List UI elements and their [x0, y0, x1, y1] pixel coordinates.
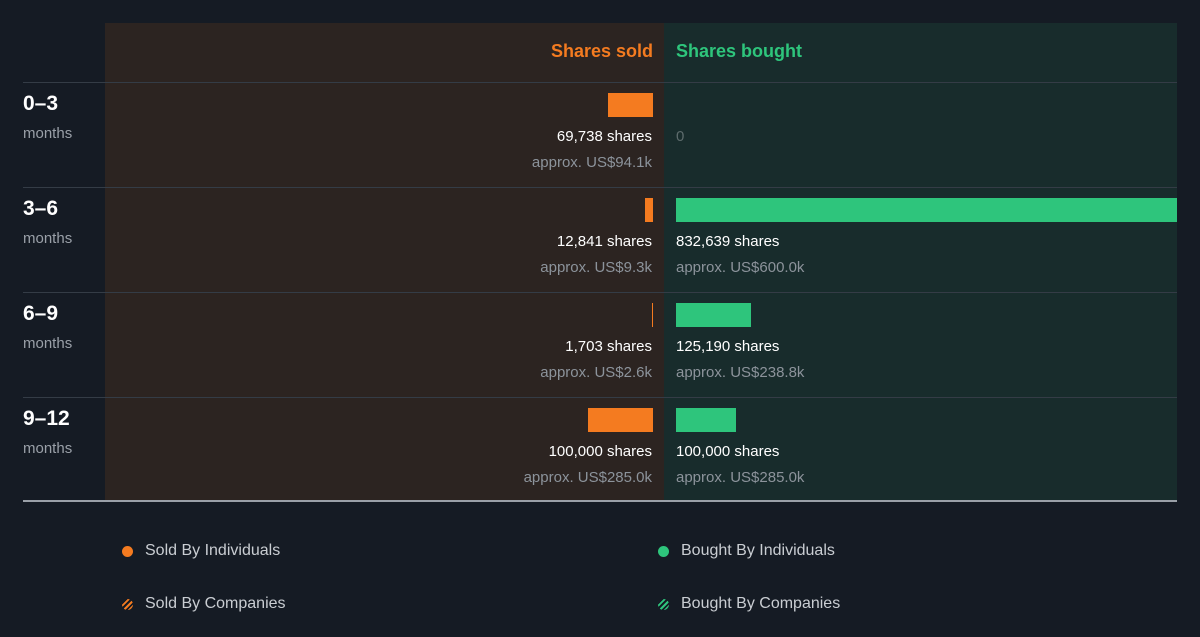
period-unit: months	[23, 440, 73, 457]
sold-panel	[105, 23, 664, 501]
bought-shares-label: 125,190 shares	[676, 338, 780, 355]
bought-shares-label: 0	[676, 128, 685, 145]
sold-bar	[652, 303, 653, 327]
bought-bar	[676, 198, 1177, 222]
legend-bought-individuals: Bought By Individuals	[658, 541, 835, 561]
legend-label: Sold By Companies	[145, 595, 286, 612]
legend-label: Bought By Individuals	[681, 542, 835, 559]
period-label: 3–6	[23, 197, 59, 220]
bought-value-label: approx. US$285.0k	[676, 469, 805, 486]
sold-shares-label: 12,841 shares	[556, 233, 652, 250]
shares-bought-header: Shares bought	[676, 41, 803, 61]
sold-value-label: approx. US$285.0k	[523, 469, 652, 486]
sold-shares-label: 100,000 shares	[548, 443, 652, 460]
solid-dot-icon	[122, 545, 133, 557]
row-separator	[23, 397, 1177, 398]
sold-value-label: approx. US$9.3k	[540, 259, 652, 276]
hatched-dot-icon	[122, 598, 133, 610]
period-label: 6–9	[23, 302, 59, 325]
bought-shares-label: 832,639 shares	[676, 233, 780, 250]
period-unit: months	[23, 335, 73, 352]
sold-value-label: approx. US$94.1k	[531, 154, 652, 171]
legend-sold-individuals: Sold By Individuals	[122, 541, 280, 561]
bought-shares-label: 100,000 shares	[676, 443, 780, 460]
solid-dot-icon	[658, 545, 669, 557]
sold-shares-label: 69,738 shares	[556, 128, 652, 145]
sold-value-label: approx. US$2.6k	[540, 364, 652, 381]
period-unit: months	[23, 125, 73, 142]
legend-bought-companies: Bought By Companies	[658, 594, 840, 614]
legend-sold-companies: Sold By Companies	[122, 594, 286, 614]
bought-bar	[676, 303, 751, 327]
sold-shares-label: 1,703 shares	[565, 338, 652, 355]
period-label: 0–3	[23, 92, 59, 115]
bought-panel	[664, 23, 1177, 501]
row-separator	[23, 292, 1177, 293]
period-unit: months	[23, 230, 73, 247]
legend-label: Sold By Individuals	[145, 542, 281, 559]
legend-label: Bought By Companies	[681, 595, 841, 612]
period-label: 9–12	[23, 407, 70, 430]
shares-sold-header: Shares sold	[550, 41, 653, 61]
sold-bar	[645, 198, 653, 222]
row-separator	[23, 82, 1177, 83]
row-separator	[23, 187, 1177, 188]
bought-value-label: approx. US$238.8k	[676, 364, 805, 381]
bought-value-label: approx. US$600.0k	[676, 259, 805, 276]
hatched-dot-icon	[658, 598, 669, 610]
sold-bar	[588, 408, 653, 432]
chart-baseline	[23, 500, 1177, 502]
sold-bar	[608, 93, 653, 117]
bought-bar	[676, 408, 736, 432]
